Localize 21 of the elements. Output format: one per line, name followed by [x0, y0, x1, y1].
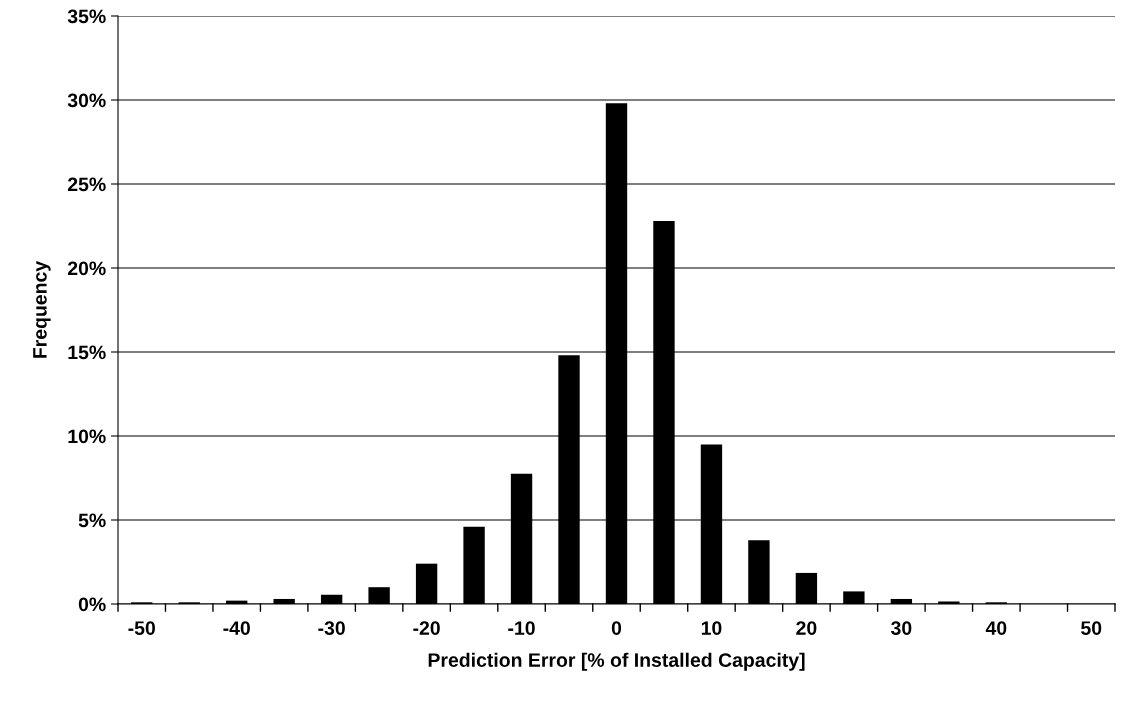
x-tick-label: -40 [223, 621, 250, 635]
y-tick-label: 25% [67, 177, 106, 192]
y-tick-label: 20% [67, 261, 106, 276]
x-tick-label: -10 [508, 621, 535, 635]
y-tick-label: 30% [67, 93, 106, 108]
x-tick-label: 40 [985, 621, 1007, 635]
x-tick-label: 10 [701, 621, 722, 635]
y-axis-title: Frequency [33, 260, 51, 358]
x-tick-label: -20 [413, 621, 440, 635]
y-tick-label: 15% [68, 345, 106, 360]
x-tick-label: -30 [318, 621, 345, 635]
x-tick-label: 20 [796, 621, 817, 635]
y-tick-label: 5% [78, 513, 106, 528]
x-tick-label: 30 [890, 621, 912, 635]
x-tick-label: -50 [128, 621, 155, 635]
y-tick-label: 10% [68, 429, 106, 444]
y-tick-label: 35% [67, 9, 106, 24]
x-tick-label: 50 [1081, 621, 1102, 635]
x-axis-title: Prediction Error [% of Installed Capacity] [428, 652, 805, 671]
x-tick-label: 0 [611, 621, 622, 635]
y-tick-label: 0% [78, 597, 106, 612]
